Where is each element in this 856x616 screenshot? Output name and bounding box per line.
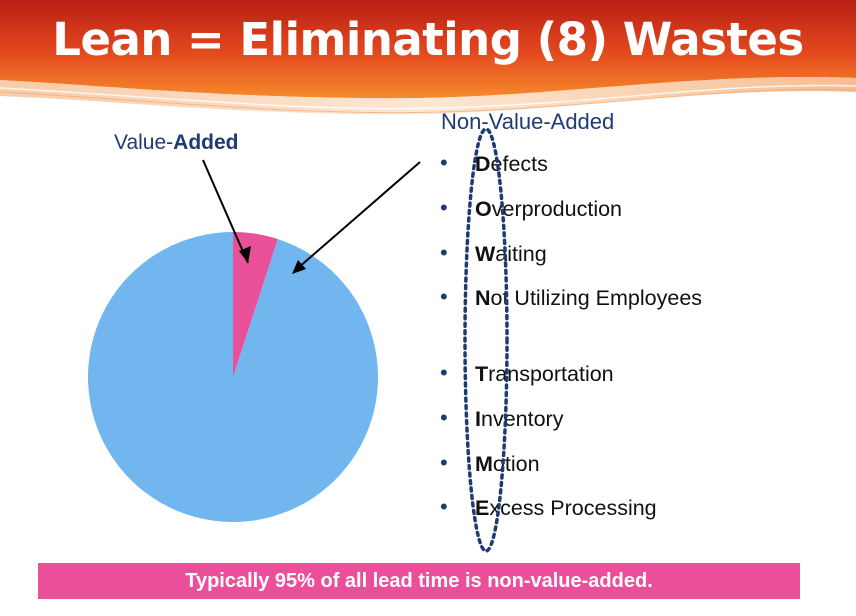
value-added-arrowhead <box>239 246 251 263</box>
waste-rest: efects <box>490 152 548 176</box>
bullet-icon: • <box>440 150 448 175</box>
waste-rest: ransportation <box>488 362 614 386</box>
bullet-icon: • <box>440 195 448 220</box>
waste-rest: verproduction <box>491 197 623 221</box>
waste-rest: xcess Processing <box>489 496 657 520</box>
bullet-icon: • <box>440 450 448 475</box>
header-background <box>0 0 856 115</box>
waste-initial: E <box>475 496 490 520</box>
value-added-label-bold: Added <box>173 131 239 154</box>
non-value-added-arrowhead <box>292 260 306 274</box>
summary-banner-text: Typically 95% of all lead time is non-va… <box>185 570 653 592</box>
waste-rest: ot Utilizing Employees <box>490 286 703 310</box>
waste-initial: T <box>475 362 489 386</box>
summary-banner: Typically 95% of all lead time is non-va… <box>38 563 800 599</box>
waste-rest: nventory <box>480 407 564 431</box>
value-added-label-prefix: Value- <box>114 131 174 154</box>
bullet-icon: • <box>440 240 448 265</box>
pie-slice-value-added <box>233 232 278 377</box>
non-value-added-arrow <box>297 161 421 269</box>
non-value-added-label: Non-Value-Added <box>441 109 615 134</box>
waste-initial: N <box>475 286 491 310</box>
slide-title: Lean = Eliminating (8) Wastes <box>52 13 804 66</box>
bullet-icon: • <box>440 360 448 385</box>
waste-initial: O <box>475 197 492 221</box>
value-added-arrow <box>202 159 249 264</box>
waste-initial: W <box>475 242 496 266</box>
waste-rest: aiting <box>495 242 547 266</box>
value-added-label: Value-Added <box>114 131 238 155</box>
waste-initial: D <box>475 152 491 176</box>
pie-chart <box>88 159 421 522</box>
waste-initial: M <box>475 452 493 476</box>
header-banner: Lean = Eliminating (8) Wastes <box>0 0 856 115</box>
waste-rest: otion <box>492 452 540 476</box>
bullet-icon: • <box>440 405 448 430</box>
bullet-icon: • <box>440 284 448 309</box>
bullet-icon: • <box>440 494 448 519</box>
